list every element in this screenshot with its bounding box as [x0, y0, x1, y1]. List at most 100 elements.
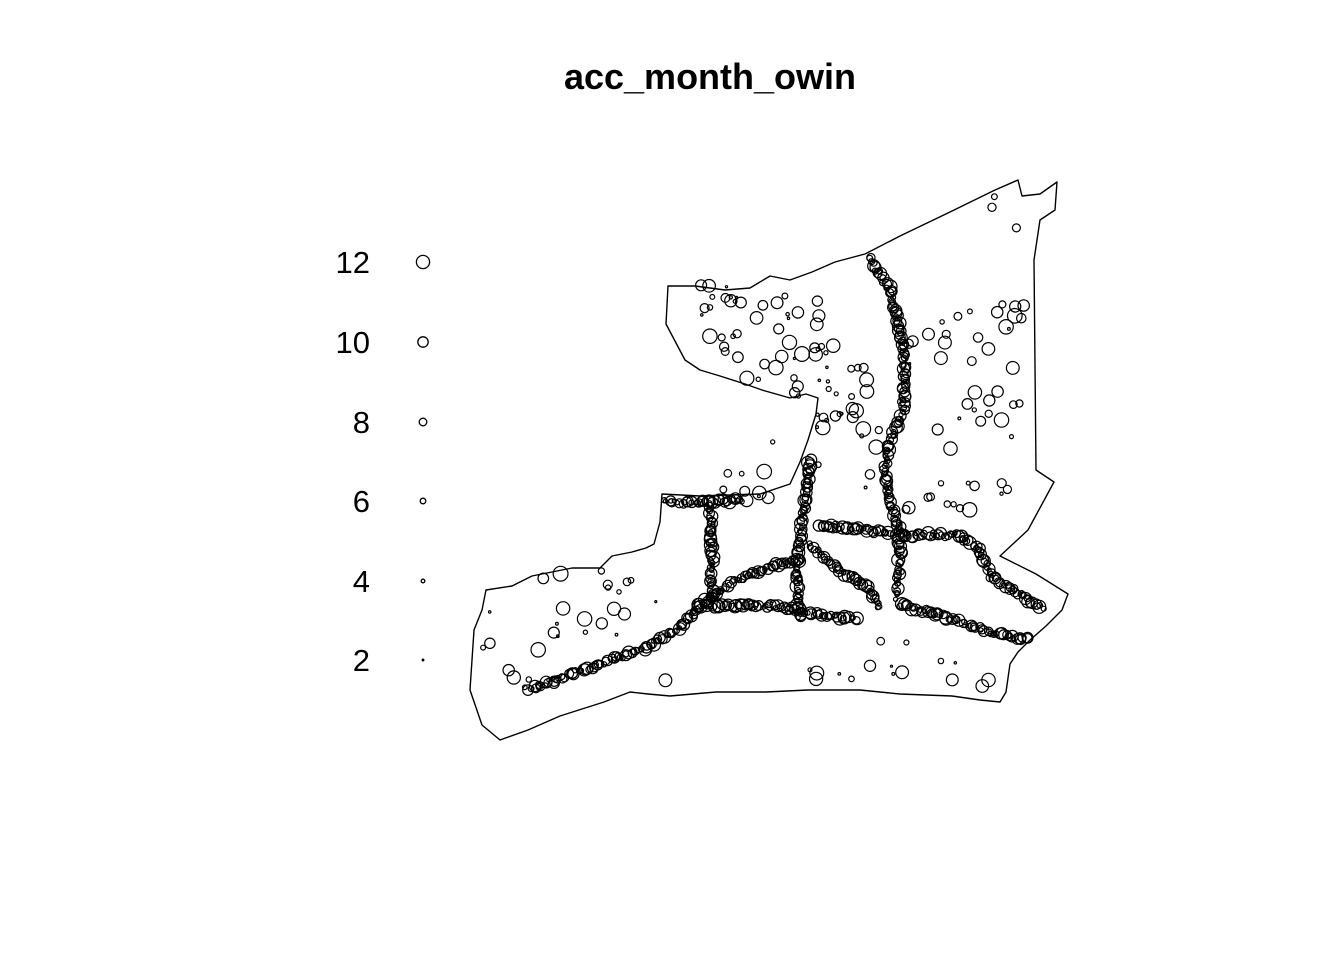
scatter-point [622, 577, 632, 587]
road-point [835, 520, 850, 535]
road-point [1017, 633, 1027, 643]
legend-symbol-10 [417, 336, 429, 348]
scatter-point [984, 409, 993, 418]
scatter-point [795, 393, 802, 399]
road-point [893, 409, 907, 423]
scatter-point [732, 351, 744, 364]
road-point [831, 611, 843, 623]
scatter-point [990, 305, 1004, 319]
road-point [693, 599, 708, 614]
legend-label-4: 4 [353, 564, 370, 599]
scatter-point [555, 601, 571, 616]
road-point [716, 598, 728, 610]
scatter-point [702, 278, 716, 293]
road-point [801, 495, 809, 504]
scatter-point [793, 346, 810, 363]
scatter-point [836, 411, 843, 418]
road-point [1017, 589, 1026, 599]
road-point [894, 591, 901, 598]
scatter-point [859, 384, 875, 399]
road-point [890, 514, 899, 523]
road-point [634, 646, 641, 654]
road-point [893, 316, 907, 330]
scatter-point [582, 629, 589, 635]
scatter-point [891, 671, 896, 676]
road-point [708, 541, 720, 553]
scatter-point [853, 363, 862, 372]
road-point [705, 549, 717, 561]
scatter-point [1002, 484, 1013, 495]
scatter-point [606, 601, 622, 617]
road-point [889, 527, 904, 542]
scatter-point [502, 663, 515, 677]
scatter-point [1006, 326, 1011, 331]
scatter-point [723, 468, 733, 478]
road-point [709, 592, 718, 601]
scatter-point [724, 294, 738, 308]
road-point [800, 506, 808, 514]
scatter-point [996, 478, 1007, 489]
scatter-point [808, 671, 824, 687]
scatter-point [903, 338, 914, 349]
scatter-point [921, 327, 935, 341]
scatter-point [809, 317, 824, 332]
scatter-point [616, 589, 622, 595]
scatter-point [969, 480, 980, 492]
scatter-point [770, 296, 784, 310]
road-point [818, 550, 824, 556]
road-point [771, 599, 785, 613]
scatter-point [961, 398, 974, 410]
scatter-point [943, 500, 952, 508]
scatter-point [1008, 434, 1015, 440]
road-point [905, 530, 918, 543]
scatter-point [864, 469, 876, 480]
road-point [706, 569, 715, 578]
scatter-point [739, 370, 755, 386]
road-point [764, 598, 777, 611]
scatter-point [975, 415, 987, 427]
road-point [910, 605, 917, 612]
legend-symbol-2 [421, 658, 425, 662]
scatter-point [709, 293, 716, 300]
road-point [613, 652, 623, 661]
scatter-point [859, 372, 875, 388]
scatter-point [694, 279, 708, 292]
scatter-point [943, 441, 958, 456]
scatter-point [987, 202, 997, 212]
road-point [706, 584, 722, 600]
road-point [1022, 633, 1033, 644]
scatter-point [955, 504, 965, 513]
road-point [708, 600, 722, 614]
scatter-point [931, 423, 944, 436]
road-point [839, 614, 847, 622]
scatter-point [521, 684, 528, 691]
scatter-point [848, 403, 865, 419]
road-point [895, 562, 902, 568]
scatter-point [825, 365, 829, 370]
scatter-point [855, 421, 872, 437]
road-point [938, 609, 948, 620]
road-point [657, 634, 668, 645]
road-point [933, 608, 944, 618]
scatter-point [552, 565, 569, 582]
scatter-point [904, 348, 908, 352]
scatter-point [484, 637, 496, 650]
scatter-point [547, 626, 560, 639]
scatter-point [926, 492, 936, 502]
scatter-point [901, 504, 911, 514]
road-point [735, 577, 742, 584]
scatter-point [972, 332, 984, 343]
road-point [704, 567, 718, 580]
scatter-point [811, 295, 824, 307]
scatter-point [720, 347, 730, 357]
road-point [1004, 584, 1016, 595]
scatter-point [738, 470, 745, 477]
scatter-point [739, 493, 754, 508]
scatter-point [858, 362, 869, 373]
scatter-point [907, 362, 912, 366]
scatter-point [967, 385, 983, 400]
road-point [962, 622, 969, 629]
road-point [851, 521, 865, 535]
scatter-point [868, 439, 884, 455]
scatter-point [945, 673, 959, 687]
